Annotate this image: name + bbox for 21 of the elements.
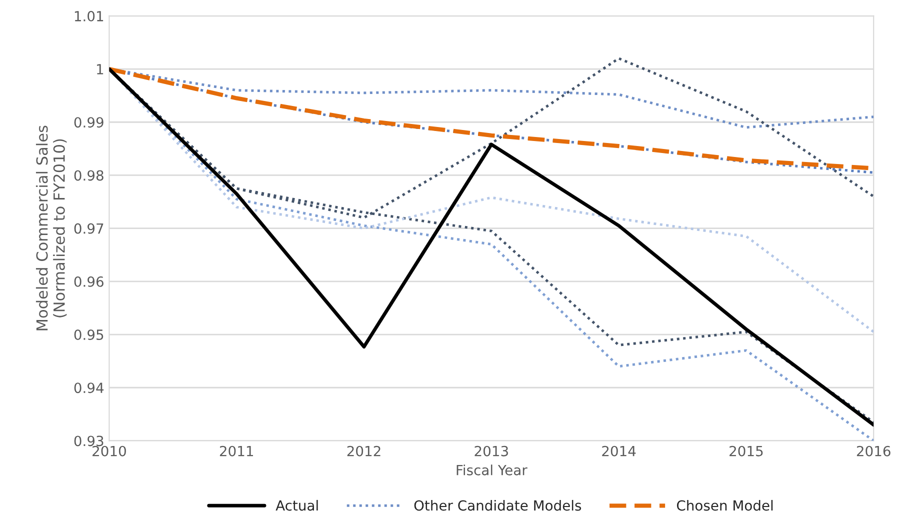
y-tick-label: 0.97 (74, 223, 104, 234)
y-tick-label: 0.94 (74, 382, 104, 394)
y-tick-label: 1.01 (74, 10, 104, 22)
x-tick-label: 2011 (220, 446, 253, 456)
x-axis-title: Fiscal Year (456, 464, 528, 476)
x-tick-label: 2015 (730, 446, 763, 456)
y-tick-label: 0.96 (74, 276, 104, 287)
y-tick-label: 0.95 (74, 330, 104, 340)
y-tick-label: 0.93 (74, 436, 104, 446)
y-tick-label: 1 (97, 64, 104, 74)
legend-label: Chosen Model (676, 500, 773, 511)
y-axis-title: Modeled Commercial Sales (Normalized to FY2010) (36, 126, 67, 330)
x-tick-label: 2016 (856, 446, 890, 456)
legend-label: Actual (276, 500, 318, 511)
x-tick-label: 2012 (347, 446, 380, 456)
y-tick-label: 0.98 (74, 170, 104, 181)
x-tick-label: 2013 (474, 446, 508, 456)
legend-label: Other Candidate Models (414, 500, 582, 511)
y-tick-label: 0.99 (74, 117, 104, 128)
x-tick-label: 2010 (92, 446, 126, 456)
x-tick-label: 2014 (602, 446, 636, 456)
